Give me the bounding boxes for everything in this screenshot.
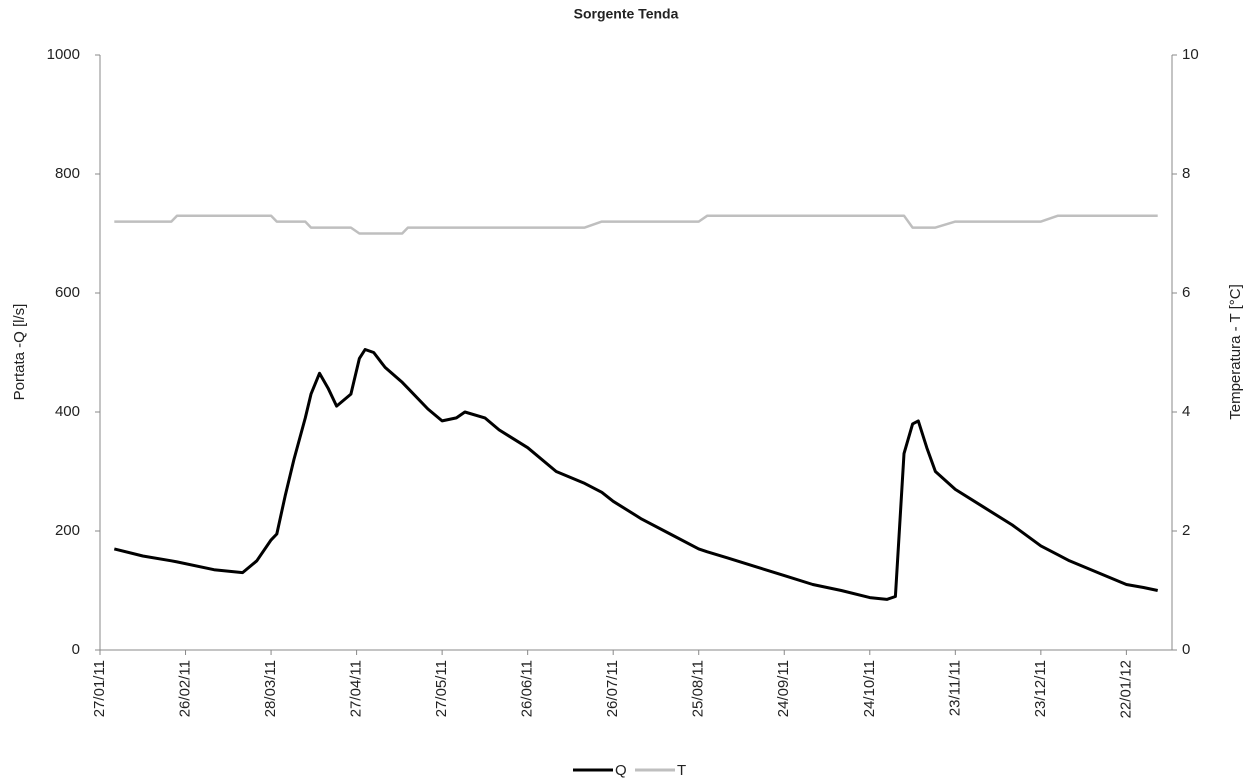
y2-tick-label: 10 xyxy=(1182,46,1199,63)
x-tick-label: 28/03/11 xyxy=(262,660,279,717)
y2-tick-label: 4 xyxy=(1182,403,1190,420)
x-tick-label: 23/11/11 xyxy=(946,660,963,716)
series-line xyxy=(114,214,1158,235)
y-tick-label: 0 xyxy=(72,641,80,658)
y2-tick-label: 6 xyxy=(1182,284,1190,301)
x-tick-label: 26/02/11 xyxy=(177,660,194,717)
y-axis-title: Portata -Q [l/s] xyxy=(11,304,28,401)
y-tick-label: 800 xyxy=(55,165,80,182)
series-line xyxy=(113,348,1159,601)
chart-title: Sorgente Tenda xyxy=(574,6,679,22)
x-tick-label: 24/10/11 xyxy=(861,660,878,717)
x-tick-label: 27/04/11 xyxy=(348,660,365,717)
x-tick-label: 26/07/11 xyxy=(604,660,621,717)
y-tick-label: 400 xyxy=(55,403,80,420)
x-tick-label: 27/05/11 xyxy=(433,660,450,717)
x-tick-label: 27/01/11 xyxy=(91,660,108,717)
x-tick-label: 25/08/11 xyxy=(690,660,707,717)
legend-label: Q xyxy=(615,762,627,779)
y-tick-label: 200 xyxy=(55,522,80,539)
y2-axis-title: Temperatura - T [°C] xyxy=(1227,284,1244,420)
legend-label: T xyxy=(677,762,686,779)
y2-tick-label: 0 xyxy=(1182,641,1190,658)
y2-tick-label: 8 xyxy=(1182,165,1190,182)
y2-tick-label: 2 xyxy=(1182,522,1190,539)
x-tick-label: 23/12/11 xyxy=(1032,660,1049,717)
x-tick-label: 24/09/11 xyxy=(775,660,792,717)
x-tick-label: 26/06/11 xyxy=(519,660,536,717)
y-tick-label: 1000 xyxy=(47,46,80,63)
y-tick-label: 600 xyxy=(55,284,80,301)
x-tick-label: 22/01/12 xyxy=(1117,660,1134,718)
